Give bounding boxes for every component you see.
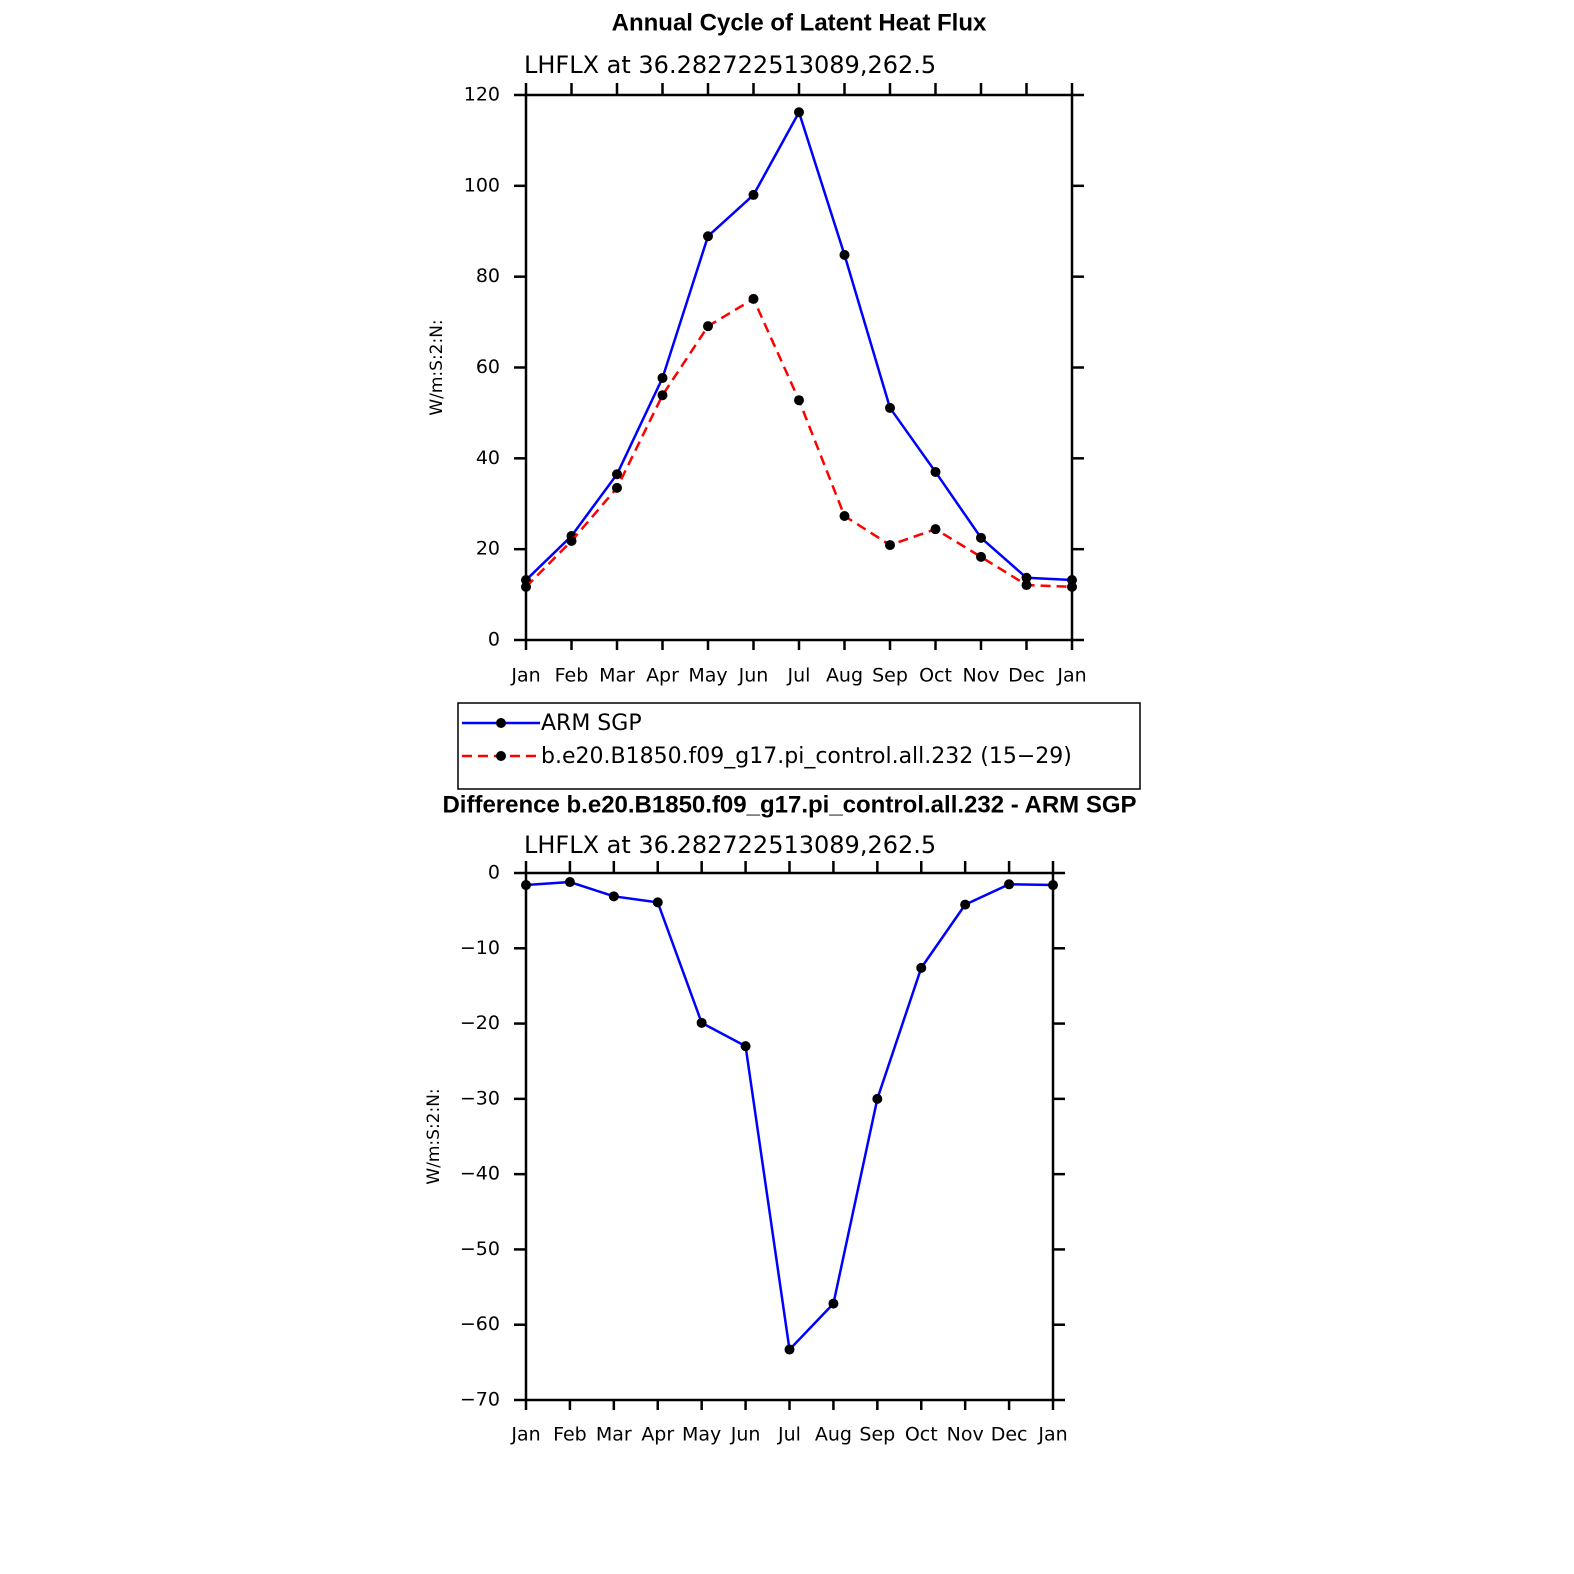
- marker: [608, 891, 619, 902]
- plot-frame: [524, 93, 1074, 642]
- x-tick-label: Dec: [991, 1424, 1028, 1446]
- y-tick-label: −20: [460, 1012, 500, 1034]
- y-tick-label: −40: [460, 1163, 500, 1185]
- x-tick-label: Nov: [947, 1424, 984, 1446]
- x-tick-label: Mar: [596, 1424, 632, 1446]
- marker: [612, 482, 622, 493]
- plot-frame: [524, 871, 1055, 1402]
- x-tick-label: Aug: [815, 1424, 852, 1446]
- chart-subtitle: LHFLX at 36.282722513089,262.5: [524, 831, 936, 859]
- y-tick-label: −30: [460, 1087, 500, 1109]
- legend-marker: [496, 718, 506, 728]
- x-tick-label: Apr: [641, 1424, 674, 1446]
- x-tick-label: Jan: [510, 665, 540, 687]
- series-line: [525, 109, 1073, 582]
- marker: [784, 1344, 795, 1355]
- marker: [872, 1093, 883, 1104]
- y-tick-label: −10: [460, 937, 500, 959]
- marker: [839, 249, 850, 260]
- marker: [885, 402, 895, 413]
- x-tick-label: Nov: [962, 665, 999, 687]
- marker: [566, 535, 577, 546]
- marker: [703, 231, 713, 242]
- x-tick-label: May: [688, 665, 727, 687]
- marker: [960, 899, 971, 910]
- marker: [748, 189, 759, 200]
- y-tick-label: 0: [488, 629, 500, 651]
- y-tick-label: −60: [460, 1313, 500, 1335]
- y-tick-label: 120: [464, 84, 500, 106]
- marker: [657, 390, 668, 401]
- marker: [930, 524, 941, 535]
- marker: [916, 962, 927, 973]
- marker: [1004, 879, 1015, 890]
- marker: [1048, 880, 1058, 891]
- marker: [748, 293, 759, 304]
- x-tick-label: Jan: [510, 1424, 540, 1446]
- legend-box: [457, 702, 1141, 790]
- marker: [839, 511, 850, 522]
- x-tick-label: Mar: [599, 665, 635, 687]
- marker: [885, 540, 895, 551]
- marker: [1021, 572, 1032, 583]
- x-tick-label: Dec: [1008, 665, 1045, 687]
- y-axis-label: W/m:S:2:N:: [427, 319, 447, 415]
- marker: [1021, 580, 1032, 591]
- x-tick-label: Feb: [555, 665, 589, 687]
- marker: [794, 395, 804, 406]
- x-tick-label: Sep: [859, 1424, 895, 1446]
- marker: [930, 466, 941, 477]
- marker: [564, 877, 575, 888]
- marker: [976, 532, 986, 543]
- y-axis-label: W/m:S:2:N:: [424, 1088, 444, 1184]
- marker: [740, 1041, 751, 1052]
- y-tick-label: 60: [476, 356, 500, 378]
- marker: [696, 1017, 707, 1028]
- x-tick-label: Jan: [1056, 665, 1086, 687]
- x-tick-label: Jul: [777, 1424, 801, 1446]
- x-tick-label: Oct: [919, 665, 952, 687]
- series-line: [525, 297, 1073, 589]
- legend-label: b.e20.B1850.f09_g17.pi_control.all.232 (…: [541, 744, 1072, 769]
- marker: [828, 1298, 839, 1309]
- marker: [521, 581, 531, 592]
- y-tick-label: −50: [460, 1238, 500, 1260]
- legend-marker: [496, 751, 506, 761]
- y-tick-label: 100: [464, 174, 500, 196]
- legend-label: ARM SGP: [541, 711, 642, 736]
- y-tick-label: 80: [476, 265, 500, 287]
- chart-subtitle: LHFLX at 36.282722513089,262.5: [524, 51, 936, 79]
- y-tick-label: 20: [476, 538, 500, 560]
- marker: [657, 372, 668, 383]
- chart-title: Annual Cycle of Latent Heat Flux: [612, 9, 987, 36]
- marker: [521, 880, 531, 891]
- x-tick-label: Jun: [730, 1424, 761, 1446]
- marker: [612, 469, 622, 480]
- x-tick-label: Feb: [553, 1424, 587, 1446]
- x-tick-label: May: [682, 1424, 721, 1446]
- x-tick-label: Jul: [787, 665, 811, 687]
- y-tick-label: 0: [488, 862, 500, 884]
- marker: [794, 107, 804, 118]
- marker: [1067, 581, 1077, 592]
- x-tick-label: Oct: [905, 1424, 938, 1446]
- y-tick-label: −70: [460, 1389, 500, 1411]
- x-tick-label: Sep: [872, 665, 908, 687]
- series-line: [525, 880, 1054, 1353]
- x-tick-label: Apr: [646, 665, 679, 687]
- y-tick-label: 40: [476, 447, 500, 469]
- marker: [976, 551, 986, 562]
- x-tick-label: Jun: [738, 665, 769, 687]
- x-tick-label: Aug: [826, 665, 863, 687]
- marker: [703, 321, 713, 332]
- x-tick-label: Jan: [1037, 1424, 1067, 1446]
- marker: [652, 897, 663, 908]
- chart-title: Difference b.e20.B1850.f09_g17.pi_contro…: [442, 791, 1136, 818]
